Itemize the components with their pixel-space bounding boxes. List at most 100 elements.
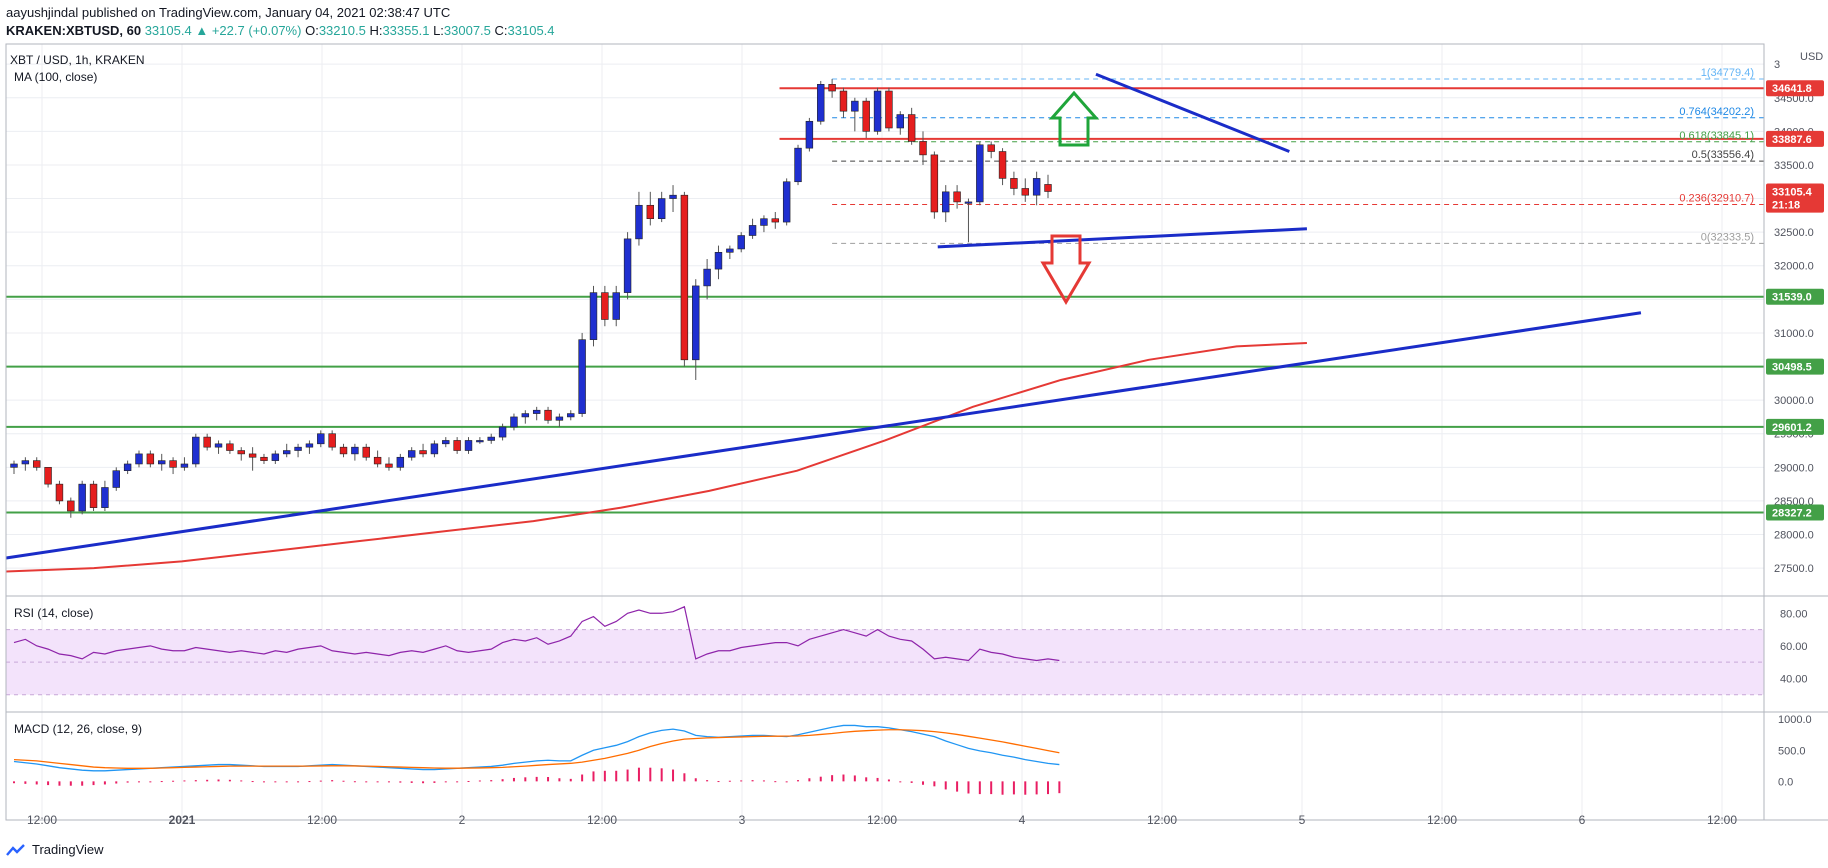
macd-hist-bar xyxy=(933,781,936,787)
macd-hist-bar xyxy=(569,778,572,782)
candle-down xyxy=(839,90,848,112)
macd-hist-bar xyxy=(35,781,38,785)
macd-hist-bar xyxy=(126,781,129,783)
close-label: C: xyxy=(494,23,508,38)
candle-up xyxy=(476,440,484,443)
time-tick: 12:00 xyxy=(1707,813,1737,827)
candle-up xyxy=(726,248,734,253)
macd-hist-bar xyxy=(956,781,959,792)
macd-hist-bar xyxy=(990,781,993,795)
price-tick: 30000.0 xyxy=(1774,395,1814,407)
price-tick: 32000.0 xyxy=(1774,261,1814,273)
candle-down xyxy=(33,460,41,468)
candle-down xyxy=(953,191,961,203)
macd-hist-bar xyxy=(103,781,106,785)
candle-up xyxy=(101,487,109,508)
close-value: 33105.4 xyxy=(507,23,555,38)
macd-hist-bar xyxy=(206,779,209,782)
candle-up xyxy=(964,201,973,204)
fib-label: 1(34779.4) xyxy=(1701,67,1754,79)
macd-hist-bar xyxy=(228,779,231,782)
candle-up xyxy=(703,268,711,287)
macd-hist-bar xyxy=(1024,781,1027,795)
candle-up xyxy=(669,194,677,199)
macd-hist-bar xyxy=(160,781,163,783)
macd-hist-bar xyxy=(47,781,50,786)
macd-hist-bar xyxy=(217,779,220,782)
macd-hist-bar xyxy=(899,781,902,783)
macd-hist-bar xyxy=(728,780,731,782)
chart-frame xyxy=(5,43,1765,821)
macd-hist-bar xyxy=(81,781,84,786)
candle-down xyxy=(339,446,348,455)
footer-brand[interactable]: TradingView xyxy=(32,842,104,857)
macd-hist-bar xyxy=(637,767,640,782)
symbol-label[interactable]: KRAKEN:XBTUSD, 60 xyxy=(6,23,142,38)
macd-hist-bar xyxy=(387,781,390,783)
macd-hist-bar xyxy=(694,778,697,782)
candle-down xyxy=(146,453,155,465)
macd-hist-bar xyxy=(399,781,402,783)
publisher-line: aayushjindal published on TradingView.co… xyxy=(6,5,451,20)
legend-rsi: RSI (14, close) xyxy=(14,606,93,620)
high-value: 33355.1 xyxy=(382,23,430,38)
price-badge xyxy=(1766,418,1824,435)
macd-hist-bar xyxy=(558,778,561,782)
candle-up xyxy=(635,204,643,240)
candle-down xyxy=(1010,178,1018,189)
price-change: +22.7 (+0.07%) xyxy=(211,23,302,38)
candle-up xyxy=(760,218,768,226)
macd-hist-bar xyxy=(603,770,606,782)
candle-up xyxy=(657,198,666,220)
price-badge-label: 28327.2 xyxy=(1772,508,1812,520)
candle-down xyxy=(771,218,780,223)
macd-hist-bar xyxy=(467,780,470,782)
macd-hist-bar xyxy=(626,769,629,782)
macd-hist-bar xyxy=(592,771,595,782)
open-value: 33210.5 xyxy=(318,23,366,38)
price-badge xyxy=(1766,288,1824,305)
candle-up xyxy=(623,238,632,293)
price-badge xyxy=(1766,358,1824,375)
macd-hist-bar xyxy=(69,781,72,786)
candle-down xyxy=(373,456,382,465)
candle-up xyxy=(567,413,575,418)
candle-up xyxy=(612,292,620,320)
candle-up xyxy=(305,443,314,448)
price-unit: USD xyxy=(1800,51,1823,63)
fib-label: 0.764(34202.2) xyxy=(1679,106,1754,118)
rsi-tick: 80.00 xyxy=(1780,608,1808,620)
macd-hist-bar xyxy=(274,781,277,783)
price-badge-label: 21:18 xyxy=(1772,200,1800,212)
candle-down xyxy=(260,456,268,461)
price-badge xyxy=(1766,196,1824,213)
price-tick: 29000.0 xyxy=(1774,462,1814,474)
upper-triangle-line xyxy=(1095,72,1290,153)
candle-up xyxy=(555,416,564,421)
macd-hist-bar xyxy=(922,781,925,785)
macd-hist-bar xyxy=(808,778,811,782)
high-label: H: xyxy=(369,23,383,38)
candle-down xyxy=(919,141,927,156)
low-value: 33007.5 xyxy=(443,23,491,38)
candle-up xyxy=(271,453,280,461)
up-arrow-icon: ▲ xyxy=(195,23,209,38)
candle-up xyxy=(135,453,143,465)
candle-down xyxy=(55,483,64,502)
legend-ma: MA (100, close) xyxy=(14,70,97,84)
legend-macd: MACD (12, 26, close, 9) xyxy=(14,722,142,736)
price-tick: 33500.0 xyxy=(1774,160,1814,172)
macd-hist-bar xyxy=(762,780,765,782)
macd-hist-bar xyxy=(240,780,243,782)
time-tick: 6 xyxy=(1579,813,1586,827)
candle-down xyxy=(89,483,98,508)
macd-hist-bar xyxy=(456,781,459,783)
macd-hist-bar xyxy=(58,781,61,786)
price-tick: 28000.0 xyxy=(1774,530,1814,542)
candle-down xyxy=(237,450,245,455)
macd-hist-bar xyxy=(1035,781,1038,795)
candle-down xyxy=(862,100,870,132)
macd-hist-bar xyxy=(706,780,709,782)
price-tick: 32500.0 xyxy=(1774,227,1814,239)
